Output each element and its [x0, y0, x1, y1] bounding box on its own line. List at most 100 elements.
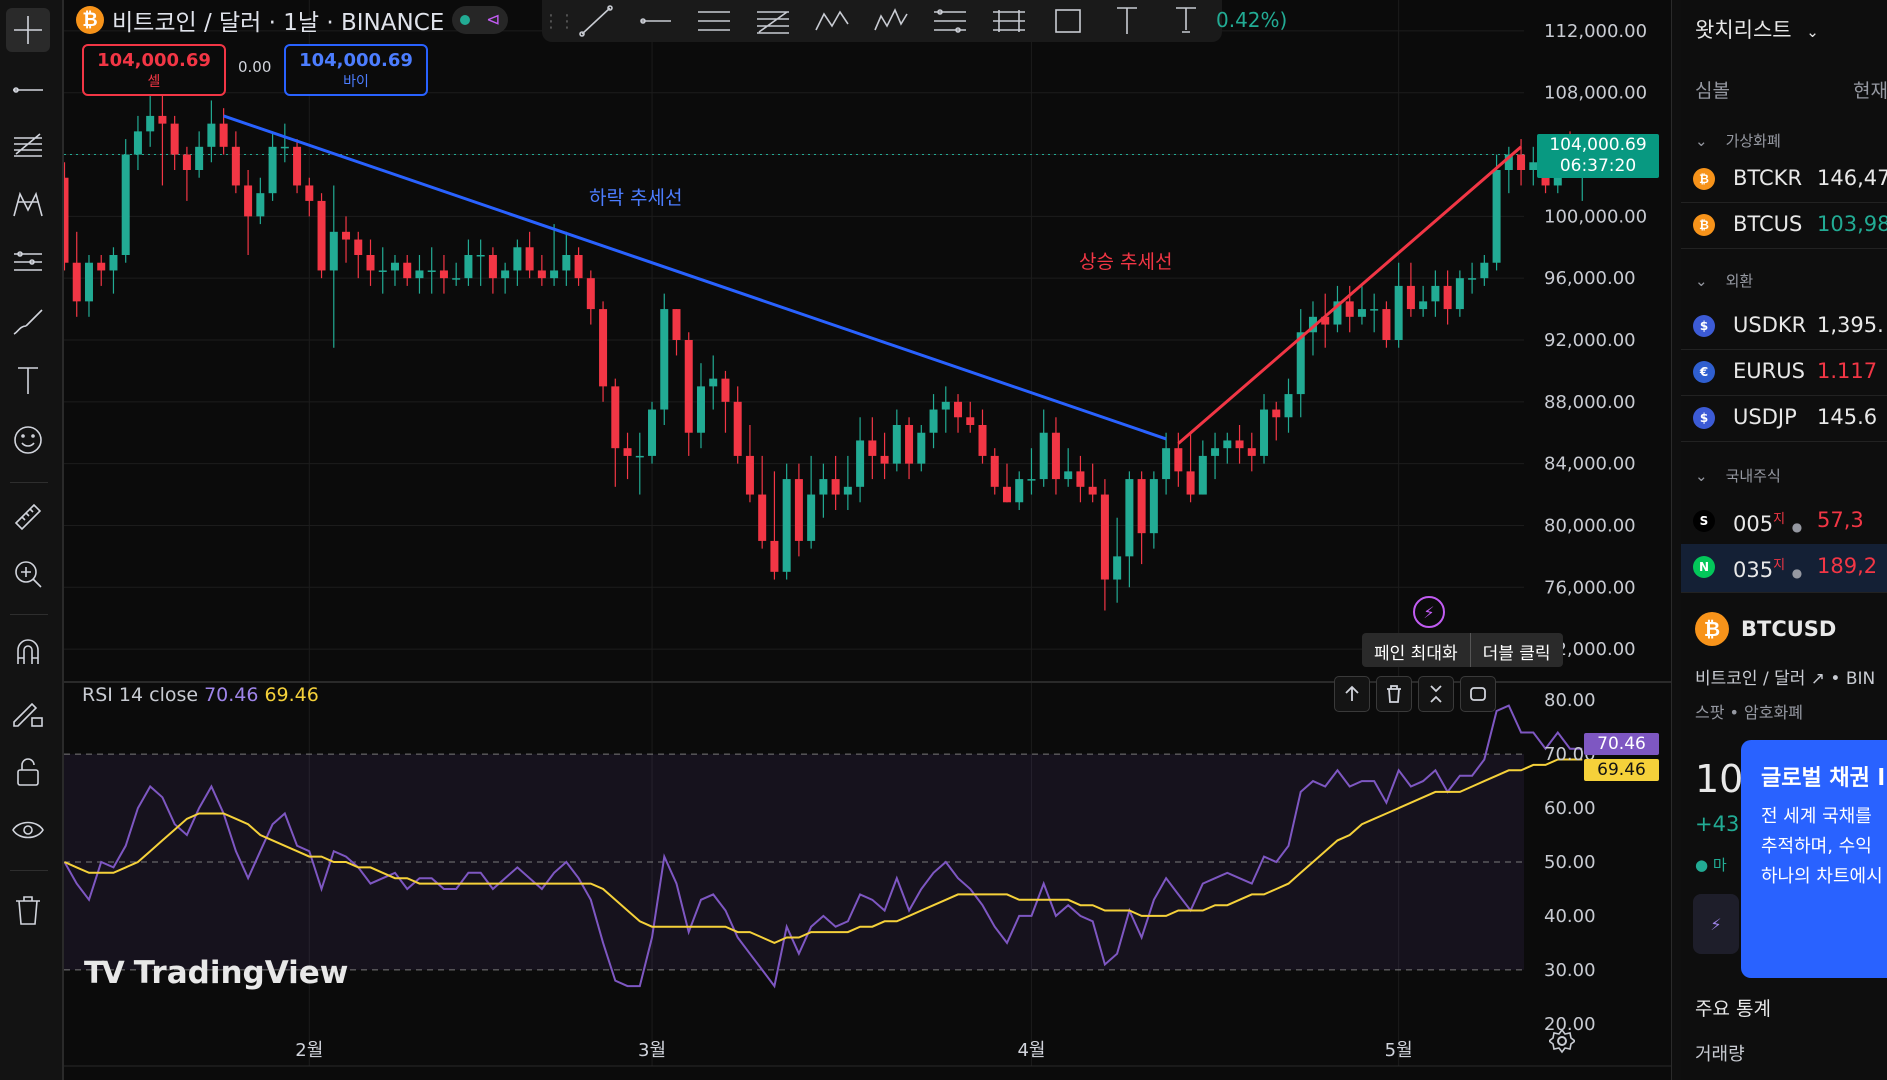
lightning-icon[interactable]: ⚡: [1413, 596, 1445, 628]
column-price[interactable]: 현재: [1853, 80, 1887, 102]
price-axis-label: 72,000.00: [1544, 639, 1636, 660]
rectangle-button[interactable]: [1038, 1, 1097, 41]
long-position-button[interactable]: [920, 1, 979, 41]
promo-banner[interactable]: 글로벌 채권 l 전 세계 국채를 추적하며, 수익 하나의 차트에시: [1741, 740, 1887, 978]
drag-handle-icon[interactable]: ⋮⋮: [542, 10, 576, 32]
candle-body: [501, 270, 510, 279]
watchlist-row-selected[interactable]: N 035지 ● 189,2: [1681, 544, 1887, 593]
parallel-channel-button[interactable]: [684, 1, 743, 41]
candle-body: [978, 425, 987, 456]
time-axis-label: 4월: [1017, 1040, 1045, 1061]
ray-button[interactable]: [625, 1, 684, 41]
rsi-axis-label: 80.00: [1544, 690, 1596, 711]
external-link-icon[interactable]: ↗: [1810, 669, 1826, 689]
anchored-text-button[interactable]: [1156, 1, 1215, 41]
candle-body: [892, 425, 901, 464]
watchlist-row[interactable]: ₿ BTCUS 103,98: [1681, 202, 1887, 249]
delete-drawings-button[interactable]: [6, 888, 50, 932]
emoji-tool-button[interactable]: [6, 418, 50, 462]
candle-body: [1370, 309, 1379, 311]
group-header-kr-stocks[interactable]: ⌄ 국내주식: [1695, 465, 1781, 486]
position-icon: [933, 9, 966, 33]
trendline-button[interactable]: [566, 1, 625, 41]
collapse-pane-button[interactable]: [1418, 676, 1454, 712]
candle-body: [550, 270, 559, 279]
row-symbol: 005지 ●: [1733, 512, 1803, 536]
rsi-legend[interactable]: RSI 14 close 70.46 69.46: [82, 684, 319, 706]
bitcoin-icon: ₿: [1693, 214, 1715, 236]
magnet-tool-button[interactable]: [6, 630, 50, 674]
watchlist-row[interactable]: ₿ BTCKR 146,47: [1681, 156, 1887, 203]
fib-retracement-button[interactable]: [743, 1, 802, 41]
watchlist-title[interactable]: 왓치리스트 ⌄: [1695, 14, 1819, 44]
time-axis-label: 3월: [638, 1040, 666, 1061]
xabcd-pattern-button[interactable]: [802, 1, 861, 41]
panel-resize-handle[interactable]: [1671, 0, 1682, 1080]
rsi-axis-label: 40.00: [1544, 906, 1596, 927]
candle-body: [807, 494, 816, 541]
pattern-tool-button[interactable]: [6, 182, 50, 226]
text-icon: [18, 367, 38, 394]
zoom-tool-button[interactable]: [6, 552, 50, 596]
rsi-value-badge: 70.46: [1584, 733, 1659, 755]
candle-body: [1357, 309, 1366, 317]
tradingview-logo[interactable]: TV TradingView: [84, 955, 348, 991]
crosshair-icon: [14, 16, 42, 44]
elliott-wave-icon: [873, 8, 908, 31]
lock-draw-button[interactable]: [6, 690, 50, 734]
crosshair-tool-button[interactable]: [6, 8, 50, 52]
bitcoin-icon: ₿: [76, 6, 104, 34]
sell-button[interactable]: 104,000.69 셀: [82, 44, 226, 96]
column-symbol[interactable]: 심볼: [1695, 80, 1730, 102]
candle-body: [831, 479, 840, 495]
candle-body: [1064, 471, 1073, 480]
detail-symbol: BTCUSD: [1741, 617, 1837, 641]
lock-all-button[interactable]: [6, 750, 50, 794]
delete-pane-button[interactable]: [1376, 676, 1412, 712]
watchlist-row[interactable]: $ USDKR 1,395.: [1681, 303, 1887, 350]
trendline-tool-button[interactable]: [6, 68, 50, 112]
maximize-pane-button[interactable]: [1460, 676, 1496, 712]
chevron-down-icon: ⌄: [1695, 272, 1708, 290]
fib-tool-button[interactable]: [6, 122, 50, 166]
lightning-icon[interactable]: ⚡: [1693, 894, 1739, 954]
text-tool-button[interactable]: [6, 358, 50, 402]
candle-body: [342, 231, 351, 240]
detail-title[interactable]: ₿ BTCUSD: [1695, 612, 1887, 646]
candle-body: [1406, 285, 1415, 310]
candle-body: [1529, 162, 1538, 170]
text-button[interactable]: [1097, 1, 1156, 41]
candle-body: [452, 278, 461, 280]
candle-body: [170, 123, 179, 155]
group-header-forex[interactable]: ⌄ 외환: [1695, 270, 1753, 291]
measure-tool-button[interactable]: [6, 495, 50, 539]
candle-body: [696, 386, 705, 433]
price-axis-label: 88,000.00: [1544, 392, 1636, 413]
prediction-tool-button[interactable]: [6, 240, 50, 284]
candle-body: [770, 540, 779, 572]
gear-icon[interactable]: [1549, 1028, 1575, 1054]
candle-body: [366, 255, 375, 271]
flag-icon: $: [1693, 315, 1715, 337]
candle-body: [1443, 285, 1452, 310]
price-range-button[interactable]: [979, 1, 1038, 41]
fibonacci-icon: [14, 133, 42, 157]
pane-controls: [1334, 676, 1496, 712]
watchlist-row[interactable]: S 005지 ● 57,3: [1681, 498, 1887, 545]
watchlist-row[interactable]: $ USDJP 145.6: [1681, 395, 1887, 442]
last-price: 104,000.69: [1549, 135, 1647, 155]
hide-drawings-button[interactable]: [6, 808, 50, 852]
candle-body: [219, 123, 228, 147]
group-header-crypto[interactable]: ⌄ 가상화폐: [1695, 130, 1781, 151]
watchlist-row[interactable]: € EURUS 1.117: [1681, 349, 1887, 396]
elliott-wave-button[interactable]: [861, 1, 920, 41]
candle-body: [648, 409, 657, 456]
symbol-title[interactable]: 비트코인 / 달러 · 1날 · BINANCE: [112, 10, 445, 36]
move-pane-up-button[interactable]: [1334, 676, 1370, 712]
brush-tool-button[interactable]: [6, 300, 50, 344]
market-status-pill[interactable]: ⊲: [452, 6, 509, 34]
buy-button[interactable]: 104,000.69 바이: [284, 44, 428, 96]
detail-name[interactable]: 비트코인 / 달러: [1695, 669, 1806, 689]
